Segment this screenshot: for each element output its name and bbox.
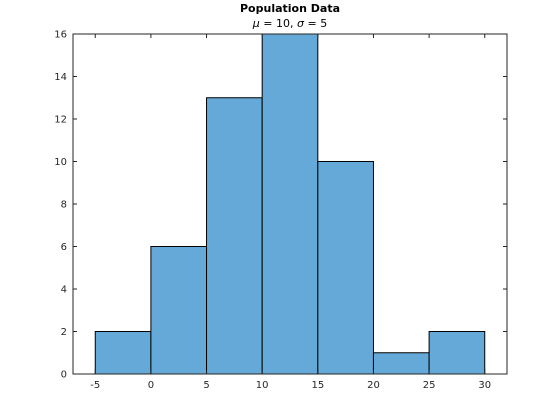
x-tick-label: 30 <box>478 380 491 391</box>
x-axis-ticks: -5 0 5 10 15 20 25 30 <box>90 34 491 391</box>
y-tick-label: 14 <box>54 72 67 83</box>
x-tick-label: 5 <box>203 380 209 391</box>
y-tick-label: 8 <box>61 200 67 211</box>
axes-box <box>72 33 508 375</box>
mu-symbol: μ <box>252 17 260 30</box>
x-tick-label: 15 <box>311 380 324 391</box>
chart-subtitle: μ = 10, σ = 5 <box>252 17 327 30</box>
histogram-bar-6 <box>428 331 486 375</box>
x-tick-label: 10 <box>256 380 269 391</box>
histogram-bar-3 <box>261 33 319 375</box>
x-tick-label: 25 <box>423 380 436 391</box>
y-tick-label: 0 <box>61 370 67 381</box>
chart-title: Population Data <box>240 2 340 15</box>
sigma-value-text: = 5 <box>304 17 327 30</box>
y-tick-label: 12 <box>54 115 67 126</box>
y-tick-label: 2 <box>61 327 67 338</box>
y-tick-label: 10 <box>54 157 67 168</box>
y-tick-label: 6 <box>61 242 67 253</box>
histogram-bar-0 <box>94 331 152 375</box>
histogram-bar-4 <box>317 161 374 375</box>
sigma-symbol: σ <box>297 17 305 30</box>
histogram-bar-2 <box>206 97 263 375</box>
y-tick-label: 16 <box>54 30 67 41</box>
x-tick-label: 0 <box>148 380 154 391</box>
mu-value-text: = 10, <box>260 17 297 30</box>
histogram-bar-5 <box>372 352 430 375</box>
bars-group <box>94 33 486 375</box>
histogram-bar-1 <box>150 246 208 375</box>
x-tick-label: 20 <box>367 380 380 391</box>
y-tick-label: 4 <box>61 285 67 296</box>
x-tick-label: -5 <box>90 380 100 391</box>
